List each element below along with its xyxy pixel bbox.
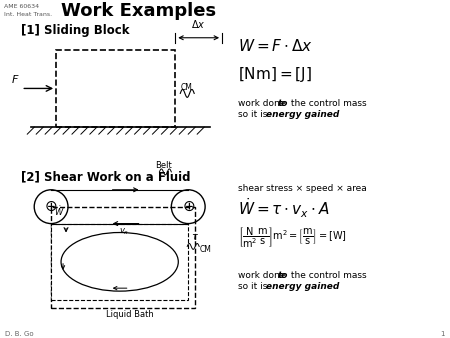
Text: [1] Sliding Block: [1] Sliding Block — [21, 24, 130, 37]
Text: $\Delta x$: $\Delta x$ — [191, 18, 206, 30]
Text: $W = F \cdot \Delta x$: $W = F \cdot \Delta x$ — [238, 38, 313, 54]
Text: Int. Heat Trans.: Int. Heat Trans. — [4, 12, 53, 17]
Text: $\left[\dfrac{\mathrm{N}}{\mathrm{m}^2}\dfrac{\mathrm{m}}{\mathrm{s}}\right]\mat: $\left[\dfrac{\mathrm{N}}{\mathrm{m}^2}\… — [238, 225, 347, 250]
Text: $\oplus$: $\oplus$ — [181, 199, 195, 214]
Text: shear stress × speed × area: shear stress × speed × area — [238, 184, 367, 193]
Text: $F$: $F$ — [11, 73, 19, 86]
Text: Work Examples: Work Examples — [61, 2, 216, 20]
Text: the control mass: the control mass — [288, 271, 366, 280]
Text: Liquid Bath: Liquid Bath — [106, 310, 153, 319]
Text: Belt: Belt — [155, 161, 172, 170]
Text: CM: CM — [199, 245, 211, 255]
Text: to: to — [278, 99, 288, 108]
Text: [2] Shear Work on a Fluid: [2] Shear Work on a Fluid — [21, 171, 191, 184]
Text: work done: work done — [238, 99, 288, 108]
Text: CM: CM — [180, 83, 192, 93]
Text: so it is: so it is — [238, 110, 270, 119]
Text: so it is: so it is — [238, 282, 270, 291]
FancyBboxPatch shape — [56, 50, 176, 127]
Text: $\oplus$: $\oplus$ — [45, 199, 58, 214]
Text: 1: 1 — [440, 331, 445, 337]
Text: the control mass: the control mass — [288, 99, 366, 108]
Text: $\dot{W} = \tau \cdot v_x \cdot A$: $\dot{W} = \tau \cdot v_x \cdot A$ — [238, 197, 330, 220]
Text: energy gained: energy gained — [266, 282, 339, 291]
Text: D. B. Go: D. B. Go — [5, 331, 34, 337]
Bar — [51, 207, 195, 308]
Text: AME 60634: AME 60634 — [4, 4, 40, 9]
Text: work done: work done — [238, 271, 288, 280]
Text: $[\mathrm{Nm}] = [\mathrm{J}]$: $[\mathrm{Nm}] = [\mathrm{J}]$ — [238, 65, 312, 83]
Text: $\dot{W}$: $\dot{W}$ — [54, 204, 65, 218]
Bar — [51, 223, 188, 300]
Text: $\tau$: $\tau$ — [191, 232, 199, 242]
Text: energy gained: energy gained — [266, 110, 339, 119]
Text: $v_x$: $v_x$ — [119, 226, 130, 237]
Text: to: to — [278, 271, 288, 280]
